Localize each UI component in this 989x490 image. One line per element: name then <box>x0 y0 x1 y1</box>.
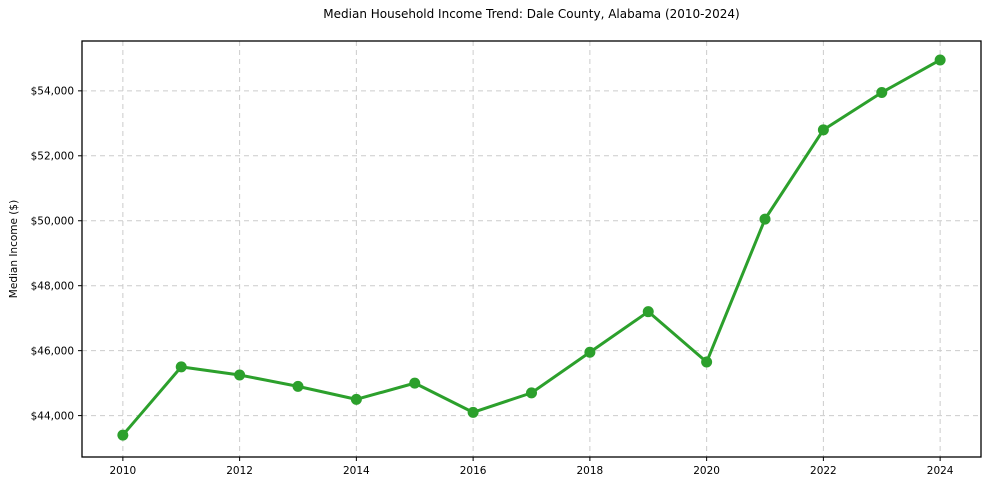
data-point-2016 <box>467 406 479 418</box>
data-point-2019 <box>642 306 654 318</box>
data-point-2020 <box>701 356 713 368</box>
plot-border <box>81 40 982 458</box>
data-point-2022 <box>817 124 829 136</box>
data-point-2012 <box>234 369 246 381</box>
y-tick-label: $50,000 <box>31 216 74 228</box>
data-point-2010 <box>117 429 129 441</box>
y-tick-label: $52,000 <box>31 151 74 163</box>
y-tick-label: $44,000 <box>31 410 74 422</box>
data-point-2018 <box>584 346 596 358</box>
data-point-2024 <box>934 54 946 66</box>
data-point-2017 <box>526 387 537 399</box>
x-tick-label: 2018 <box>577 465 604 477</box>
x-tick-label: 2020 <box>693 465 720 477</box>
x-tick-label: 2016 <box>460 465 487 477</box>
x-tick-label: 2010 <box>109 465 136 477</box>
data-point-2021 <box>759 213 771 225</box>
x-tick-label: 2012 <box>226 465 253 477</box>
y-tick-label: $54,000 <box>31 86 74 98</box>
x-tick-label: 2024 <box>927 465 954 477</box>
trend-line <box>121 58 942 437</box>
data-point-2014 <box>350 393 362 405</box>
data-point-2023 <box>876 86 888 98</box>
chart-title: Median Household Income Trend: Dale Coun… <box>323 7 740 21</box>
x-tick-label: 2014 <box>343 465 370 477</box>
data-point-2013 <box>292 380 304 392</box>
x-tick-label: 2022 <box>810 465 837 477</box>
data-point-2011 <box>175 361 187 373</box>
y-tick-label: $46,000 <box>31 345 74 357</box>
data-point-2015 <box>409 377 421 389</box>
y-tick-label: $48,000 <box>31 280 74 292</box>
